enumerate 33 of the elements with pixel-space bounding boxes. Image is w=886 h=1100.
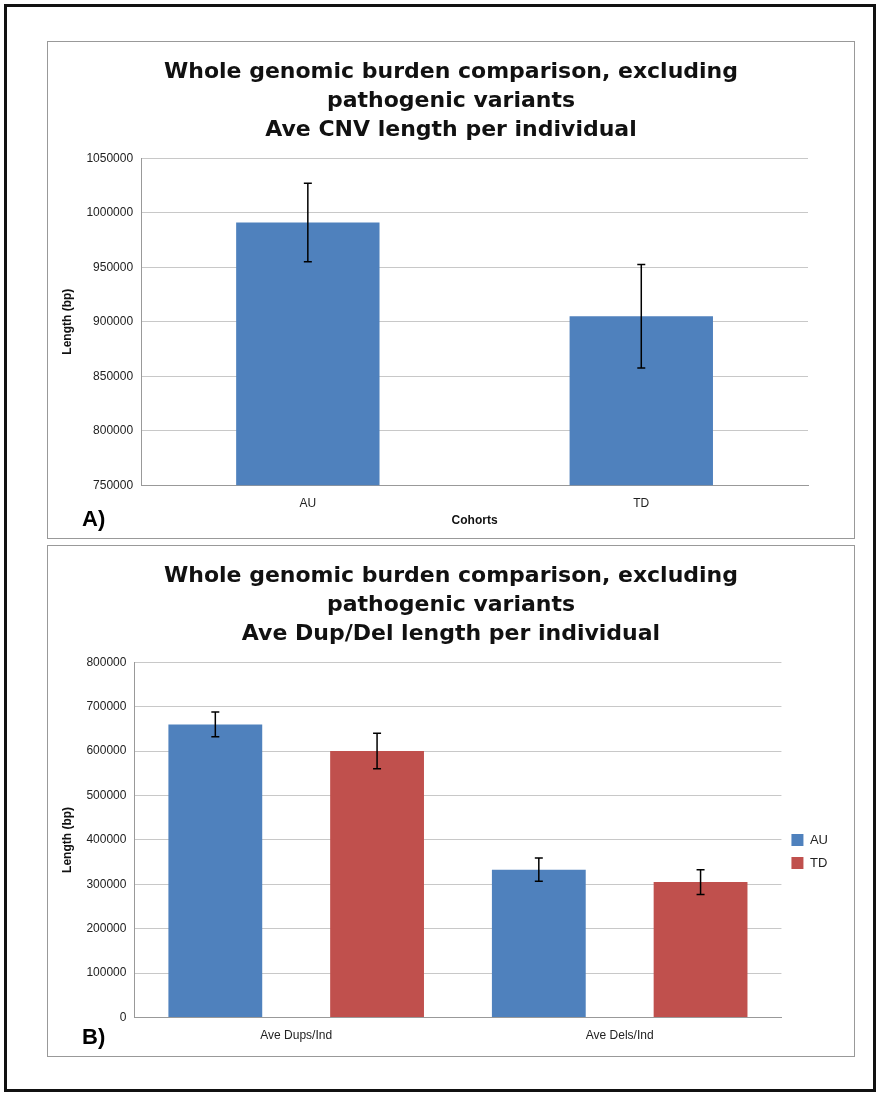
legend-label: AU <box>809 831 828 847</box>
legend-label: TD <box>809 854 828 870</box>
chart-title: Whole genomic burden comparison, excluding pathogenic variants <box>163 57 739 114</box>
bar <box>653 882 748 1018</box>
y-axis-title: Length (bp) <box>59 806 74 873</box>
bar <box>168 724 263 1018</box>
y-tick-label: 500000 <box>86 787 127 802</box>
y-tick-label: 600000 <box>86 743 127 758</box>
y-tick-label: 1050000 <box>86 150 134 165</box>
chart-subtitle: Ave CNV length per individual <box>264 115 638 143</box>
text: B) <box>82 1024 106 1050</box>
bar <box>330 751 424 1018</box>
y-tick-label: 0 <box>119 1009 127 1024</box>
x-tick-label: Ave Dups/Ind <box>260 1028 333 1043</box>
y-tick-label: 800000 <box>93 423 134 438</box>
y-tick-label: 1000000 <box>86 205 134 220</box>
y-tick-label: 750000 <box>93 477 134 492</box>
x-axis-title: Cohorts <box>451 513 498 528</box>
y-tick-label: 950000 <box>93 259 134 274</box>
y-tick-label: 100000 <box>86 965 127 980</box>
bar <box>491 869 586 1018</box>
x-tick-label: Ave Dels/Ind <box>585 1028 654 1043</box>
y-axis-title: Length (bp) <box>59 288 74 355</box>
y-tick-label: 800000 <box>86 654 127 669</box>
chart-subtitle: Ave Dup/Del length per individual <box>240 619 662 647</box>
text: A) <box>82 506 106 532</box>
y-tick-label: 900000 <box>93 314 134 329</box>
y-tick-label: 850000 <box>93 368 134 383</box>
y-tick-label: 400000 <box>86 832 127 847</box>
chart-title: Whole genomic burden comparison, excluding pathogenic variants <box>163 561 739 618</box>
y-tick-label: 200000 <box>86 921 127 936</box>
y-tick-label: 700000 <box>86 698 127 713</box>
y-tick-label: 300000 <box>86 876 127 891</box>
